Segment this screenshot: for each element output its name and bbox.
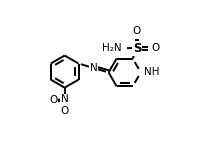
Text: S: S bbox=[133, 42, 141, 55]
Text: NH: NH bbox=[144, 67, 160, 78]
Text: O: O bbox=[49, 95, 57, 105]
Text: O: O bbox=[133, 26, 141, 36]
Text: H₂N: H₂N bbox=[102, 43, 122, 53]
Text: N: N bbox=[90, 63, 97, 73]
Text: N: N bbox=[61, 94, 69, 104]
Text: O: O bbox=[60, 106, 69, 116]
Text: O: O bbox=[151, 43, 159, 53]
